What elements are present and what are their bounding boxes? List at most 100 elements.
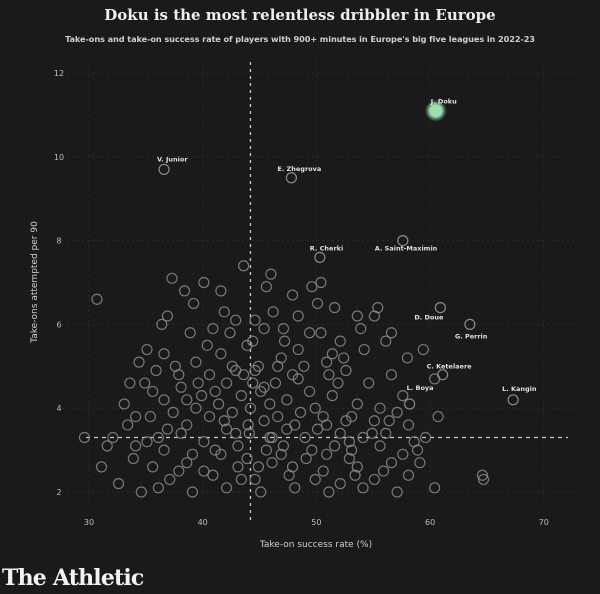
data-point	[401, 352, 413, 364]
y-tick-label: 2	[56, 488, 61, 497]
data-point	[220, 482, 233, 494]
data-point	[366, 427, 378, 439]
x-tick-label: 30	[84, 518, 94, 527]
data-point	[385, 327, 398, 339]
data-point	[321, 419, 333, 431]
data-point	[207, 322, 219, 335]
x-tick-label: 50	[311, 518, 321, 527]
data-point	[260, 281, 272, 293]
data-point	[152, 482, 164, 494]
point-label: D. Doue	[414, 314, 444, 322]
data-point	[188, 297, 200, 310]
point-label: V. Junior	[157, 155, 188, 163]
data-point	[311, 423, 324, 435]
data-point	[323, 486, 335, 498]
data-point	[385, 369, 398, 381]
data-point	[368, 473, 380, 486]
y-tick-label: 4	[56, 404, 61, 413]
data-point	[91, 293, 103, 305]
data-point	[150, 364, 162, 377]
data-point	[338, 352, 350, 364]
data-point	[351, 461, 363, 473]
data-point	[215, 448, 227, 460]
y-tick-label: 12	[54, 69, 64, 78]
y-axis-ticks: 2 4 6 8 10 12	[54, 69, 64, 497]
data-point	[328, 440, 341, 452]
data-point	[249, 314, 261, 326]
data-point	[203, 369, 216, 381]
point-label: L. Boya	[407, 384, 434, 392]
labeled-data-point	[404, 398, 416, 410]
y-axis-label: Take-ons attempted per 90	[30, 221, 40, 344]
labeled-data-point	[507, 394, 519, 406]
data-point	[357, 482, 369, 494]
data-point	[213, 398, 225, 410]
data-point	[321, 448, 333, 460]
data-point	[195, 390, 208, 402]
data-point	[243, 427, 255, 439]
data-point	[201, 339, 213, 351]
data-point	[300, 452, 312, 465]
data-point	[298, 360, 310, 372]
data-point	[220, 377, 233, 389]
the-athletic-logo: The Athletic	[2, 565, 144, 591]
point-label: C. Ketelaere	[427, 363, 473, 371]
reference-lines	[86, 62, 568, 522]
data-point	[260, 444, 272, 456]
data-point	[215, 348, 227, 360]
data-point	[141, 436, 153, 448]
data-point	[95, 461, 108, 473]
data-point	[429, 482, 441, 494]
data-point	[127, 452, 139, 465]
data-point	[272, 360, 284, 372]
data-point	[184, 327, 196, 339]
data-point	[292, 343, 304, 356]
data-point	[247, 335, 259, 347]
data-point	[238, 369, 250, 381]
data-point	[294, 406, 307, 418]
data-point	[173, 465, 185, 477]
data-point	[267, 306, 279, 318]
data-point	[164, 473, 176, 486]
data-point	[272, 410, 284, 423]
data-point	[258, 322, 270, 335]
data-point	[141, 343, 153, 356]
data-point	[332, 377, 344, 389]
data-point	[235, 473, 247, 486]
data-point	[275, 448, 287, 460]
data-point	[235, 390, 247, 402]
data-point	[408, 436, 420, 448]
data-point	[317, 465, 329, 477]
data-point	[242, 419, 254, 431]
data-point	[391, 406, 403, 418]
data-point	[340, 364, 352, 377]
data-point	[432, 410, 444, 423]
data-point	[385, 457, 398, 469]
data-point	[349, 469, 361, 481]
data-point	[334, 478, 346, 490]
data-point	[175, 381, 187, 393]
x-tick-label: 60	[425, 518, 435, 527]
data-point	[255, 486, 267, 498]
data-point	[321, 356, 333, 368]
point-label: J. Doku	[430, 98, 457, 106]
data-point	[198, 436, 210, 448]
data-point	[192, 377, 204, 389]
data-point	[265, 268, 277, 280]
data-point	[343, 436, 355, 448]
x-axis-label: Take-on success rate (%)	[259, 540, 372, 550]
point-label: E. Zhegrova	[277, 165, 321, 173]
data-point	[477, 473, 490, 486]
point-label: R. Cherki	[310, 244, 343, 252]
point-label: A. Saint-Maximin	[375, 245, 438, 253]
data-point	[309, 402, 321, 414]
labeled-data-point	[464, 318, 476, 330]
data-point	[230, 314, 242, 326]
y-tick-label: 6	[56, 320, 61, 329]
data-point	[139, 377, 151, 389]
data-point	[334, 335, 346, 347]
data-point	[346, 444, 358, 456]
data-point	[198, 276, 210, 289]
data-point	[133, 356, 145, 368]
data-point	[414, 457, 426, 469]
